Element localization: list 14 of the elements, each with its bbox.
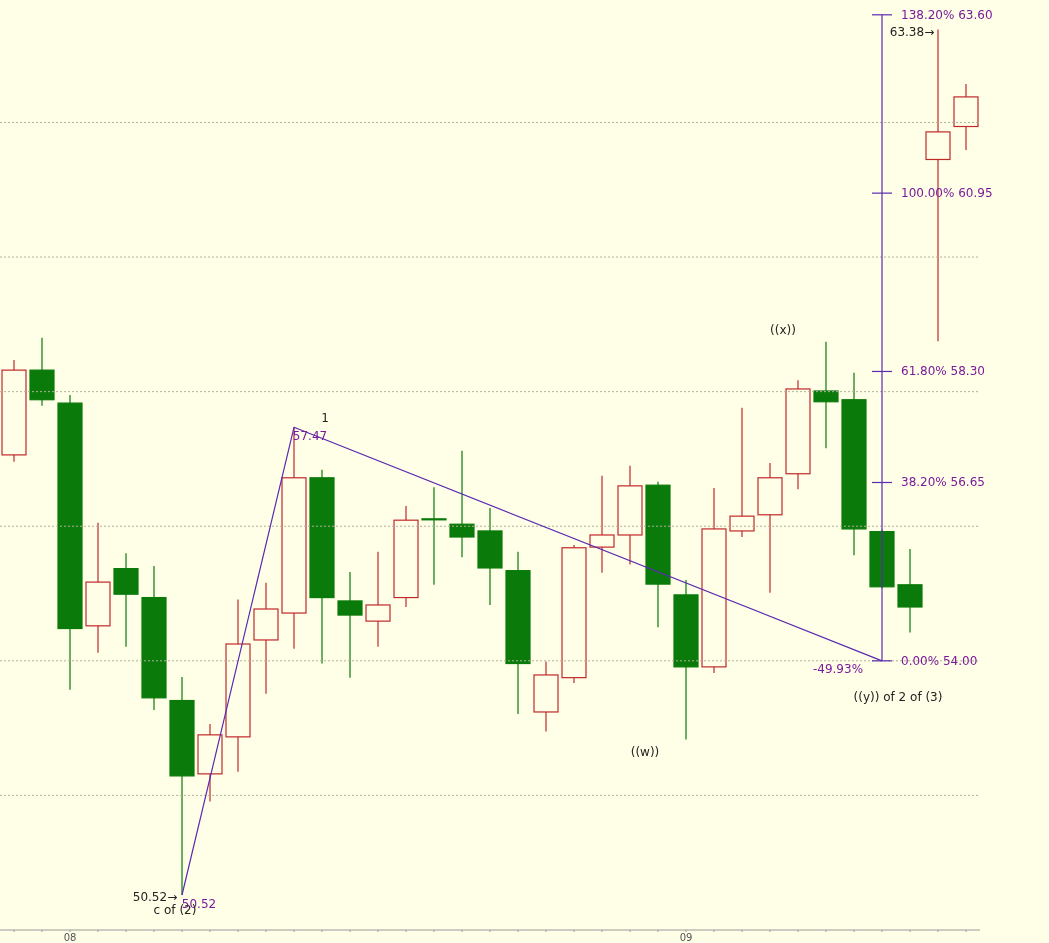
annotation: -49.93% <box>812 662 864 676</box>
ref-line-label: 38.20% 56.65 <box>901 475 985 490</box>
x-tick-label: 08 <box>63 932 77 943</box>
annotation: ((w)) <box>630 745 660 759</box>
annotation: ((y)) of 2 of (3) <box>853 690 943 704</box>
ref-line-label: 138.20% 63.60 <box>901 7 993 22</box>
annotation: 63.38→ <box>889 25 935 39</box>
x-tick-label: 09 <box>679 932 693 943</box>
ref-line-label: 0.00% 54.00 <box>901 653 978 668</box>
ref-line-label: 100.00% 60.95 <box>901 186 993 201</box>
ref-line-label: 61.80% 58.30 <box>901 364 985 379</box>
annotation: 1 <box>321 411 329 425</box>
annotation: ((x)) <box>770 323 796 337</box>
annotation: 50.52→ <box>132 890 178 904</box>
